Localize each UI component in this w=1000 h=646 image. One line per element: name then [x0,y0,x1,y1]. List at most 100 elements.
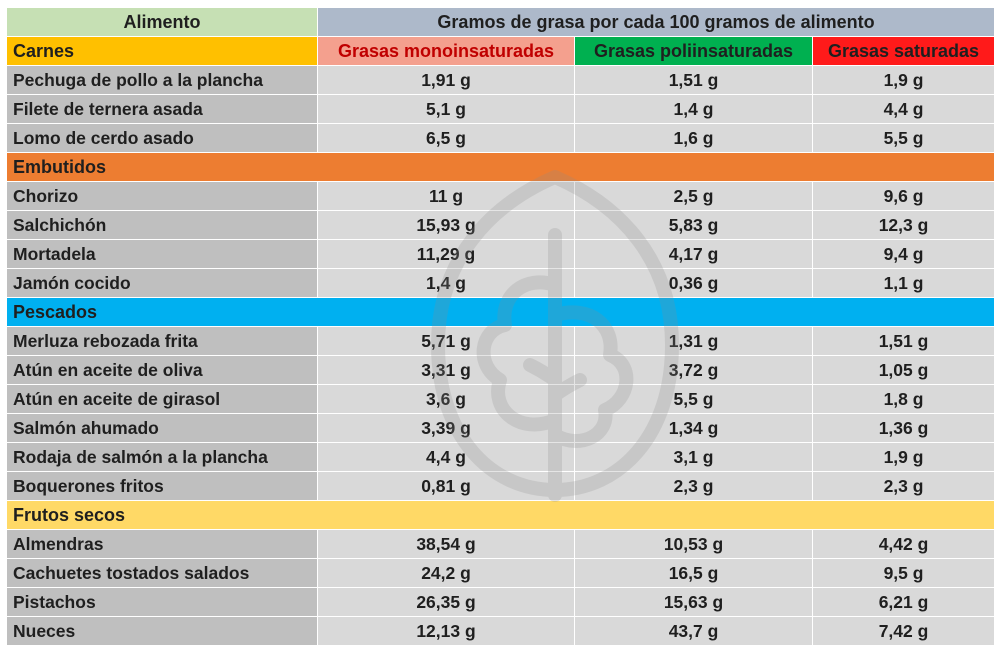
table-row: Cachuetes tostados salados 24,2 g 16,5 g 9,… [6,558,996,588]
table-row: Salmón ahumado 3,39 g 1,34 g 1,36 g [6,413,996,443]
fat-value: 1,51 g [811,326,996,356]
fat-value: 12,3 g [811,210,996,240]
food-column-header: Alimento [6,7,318,37]
food-name: Atún en aceite de oliva [6,355,318,385]
fat-value: 1,36 g [811,413,996,443]
food-name: Pistachos [6,587,318,617]
food-name: Chorizo [6,181,318,211]
fat-value: 1,1 g [811,268,996,298]
fat-value: 1,51 g [574,65,813,95]
food-name: Filete de ternera asada [6,94,318,124]
table-row: Pechuga de pollo a la plancha 1,91 g 1,51 … [6,65,996,95]
fat-value: 9,6 g [811,181,996,211]
fat-value: 24,2 g [317,558,575,588]
fat-type-header: Grasas monoinsaturadas [317,36,575,66]
fat-value: 3,39 g [317,413,575,443]
section-label: Pescados [5,297,996,327]
grams-header: Gramos de grasa por cada 100 gramos de a… [316,7,996,37]
fat-value: 4,42 g [811,529,996,559]
fat-value: 7,42 g [811,616,996,646]
fat-value: 12,13 g [317,616,575,646]
fat-value: 3,72 g [574,355,813,385]
food-name: Merluza rebozada frita [6,326,318,356]
fat-value: 1,8 g [811,384,996,414]
fat-value: 4,4 g [317,442,575,472]
table-row: Boquerones fritos 0,81 g 2,3 g 2,3 g [6,471,996,501]
fat-value: 1,4 g [317,268,575,298]
section-row: Pescados [5,297,996,327]
table-row: Almendras 38,54 g 10,53 g 4,42 g [6,529,996,559]
food-name: Jamón cocido [6,268,318,298]
fat-value: 5,5 g [811,123,996,153]
fat-value: 1,9 g [811,65,996,95]
food-name: Mortadela [6,239,318,269]
fat-value: 1,9 g [811,442,996,472]
fat-value: 15,93 g [317,210,575,240]
fat-value: 15,63 g [574,587,813,617]
fat-content-table: Alimento Gramos de grasa por cada 100 gr… [5,7,996,646]
fat-value: 3,31 g [317,355,575,385]
fat-value: 4,4 g [811,94,996,124]
food-name: Lomo de cerdo asado [6,123,318,153]
fat-value: 1,34 g [574,413,813,443]
fat-value: 9,5 g [811,558,996,588]
fat-value: 4,17 g [574,239,813,269]
fat-value: 1,91 g [317,65,575,95]
fat-type-header: Grasas saturadas [811,36,996,66]
table-row: Mortadela 11,29 g 4,17 g 9,4 g [6,239,996,269]
fat-value: 6,5 g [317,123,575,153]
section-label: Carnes [6,36,318,66]
food-name: Rodaja de salmón a la plancha [6,442,318,472]
table-row: Filete de ternera asada 5,1 g 1,4 g 4,4 g [6,94,996,124]
fat-value: 16,5 g [574,558,813,588]
fat-value: 1,4 g [574,94,813,124]
fat-value: 26,35 g [317,587,575,617]
food-name: Boquerones fritos [6,471,318,501]
fat-value: 9,4 g [811,239,996,269]
table-row: Merluza rebozada frita 5,71 g 1,31 g 1,51 g [6,326,996,356]
fat-value: 2,3 g [574,471,813,501]
fat-value: 3,6 g [317,384,575,414]
table-row: Atún en aceite de oliva 3,31 g 3,72 g 1,05 … [6,355,996,385]
fat-value: 6,21 g [811,587,996,617]
food-name: Cachuetes tostados salados [6,558,318,588]
fat-type-header: Grasas poliinsaturadas [574,36,813,66]
food-name: Atún en aceite de girasol [6,384,318,414]
table-row: Atún en aceite de girasol 3,6 g 5,5 g 1,8 g [6,384,996,414]
table-row: Chorizo 11 g 2,5 g 9,6 g [6,181,996,211]
table-row: Jamón cocido 1,4 g 0,36 g 1,1 g [6,268,996,298]
food-name: Almendras [6,529,318,559]
table-row: Lomo de cerdo asado 6,5 g 1,6 g 5,5 g [6,123,996,153]
section-label: Embutidos [5,152,996,182]
header-row: Alimento Gramos de grasa por cada 100 gr… [6,7,996,37]
fat-value: 3,1 g [574,442,813,472]
fat-value: 10,53 g [574,529,813,559]
fat-value: 0,36 g [574,268,813,298]
table-row: Pistachos 26,35 g 15,63 g 6,21 g [6,587,996,617]
table-body: Alimento Gramos de grasa por cada 100 gr… [5,7,996,646]
fat-value: 1,31 g [574,326,813,356]
table-row: Salchichón 15,93 g 5,83 g 12,3 g [6,210,996,240]
fat-value: 2,5 g [574,181,813,211]
section-row: Frutos secos [5,500,996,530]
fat-value: 1,05 g [811,355,996,385]
fat-value: 5,83 g [574,210,813,240]
section-label: Frutos secos [5,500,996,530]
food-name: Salmón ahumado [6,413,318,443]
fat-value: 0,81 g [317,471,575,501]
fat-value: 1,6 g [574,123,813,153]
table-row: Nueces 12,13 g 43,7 g 7,42 g [6,616,996,646]
fat-value: 5,5 g [574,384,813,414]
fat-value: 2,3 g [811,471,996,501]
fat-value: 38,54 g [317,529,575,559]
page: Alimento Gramos de grasa por cada 100 gr… [5,7,996,646]
fat-value: 11,29 g [317,239,575,269]
fat-value: 5,1 g [317,94,575,124]
food-name: Salchichón [6,210,318,240]
section-row: Carnes Grasas monoinsaturadas Grasas polii… [6,36,996,66]
fat-value: 5,71 g [317,326,575,356]
section-row: Embutidos [5,152,996,182]
food-name: Nueces [6,616,318,646]
fat-value: 11 g [317,181,575,211]
